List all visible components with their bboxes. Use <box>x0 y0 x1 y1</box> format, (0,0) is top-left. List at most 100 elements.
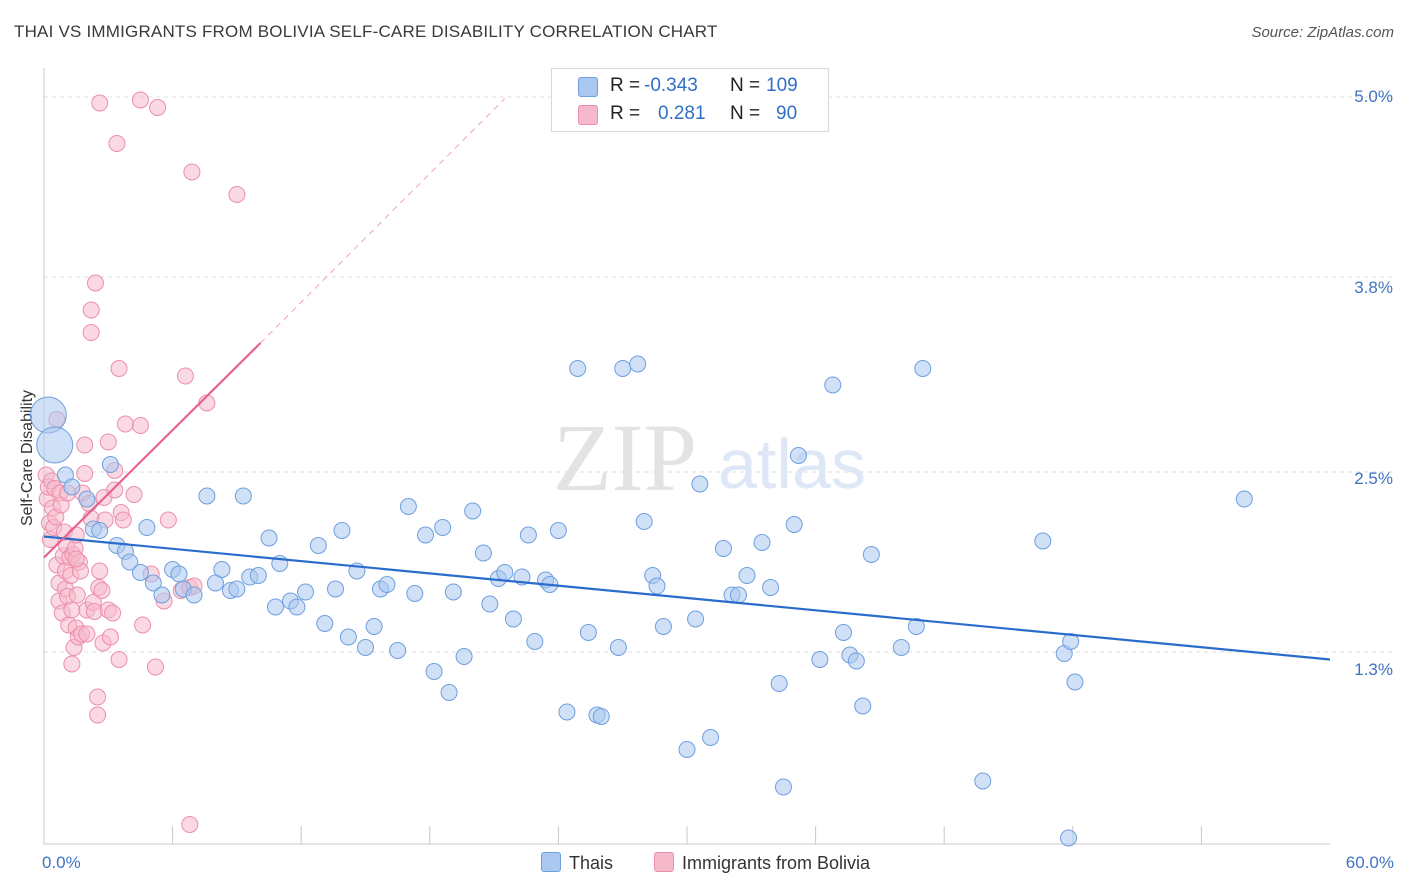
thais-point-75 <box>654 618 672 635</box>
thais-point-64 <box>558 703 576 721</box>
bolivia-point-70 <box>114 511 132 529</box>
bolivia-point-46 <box>82 324 100 341</box>
thais-point-23 <box>228 580 246 598</box>
thais-point-76 <box>678 741 696 758</box>
thais-point-105 <box>1060 829 1078 847</box>
thais-point-88 <box>785 516 803 533</box>
thais-point-37 <box>339 628 357 646</box>
thais-point-39 <box>357 639 374 656</box>
watermark: ZIP atlas <box>553 404 866 511</box>
thais-point-100 <box>974 772 992 790</box>
legend-thais[interactable]: Thais <box>541 852 613 874</box>
thais-n-value: 109 <box>766 75 798 96</box>
legend-thais-label: Thais <box>569 853 614 873</box>
thais-point-84 <box>753 534 771 551</box>
legend-bolivia-label: Immigrants from Bolivia <box>682 853 871 873</box>
y-tick-label-3-8: 3.8% <box>1354 278 1393 297</box>
thais-point-92 <box>834 624 852 641</box>
thais-point-49 <box>440 684 458 701</box>
legend-thais-swatch <box>541 852 561 872</box>
bolivia-point-27 <box>63 601 81 619</box>
thais-point-99 <box>914 360 932 377</box>
thais-point-89 <box>789 447 807 464</box>
thais-point-44 <box>399 498 417 515</box>
stats-row-thais: R = -0.343 N = 109 <box>552 71 828 101</box>
bolivia-point-77 <box>149 99 167 116</box>
thais-point-5 <box>101 456 119 473</box>
thais-point-70 <box>614 360 632 377</box>
bolivia-point-43 <box>78 625 96 643</box>
thais-point-10 <box>121 553 139 571</box>
bolivia-n-value: 90 <box>776 103 798 124</box>
bolivia-point-34 <box>68 586 86 604</box>
thais-point-43 <box>389 642 407 659</box>
thais-r-value: -0.343 <box>644 75 698 96</box>
thais-point-1 <box>36 426 74 464</box>
bolivia-point-72 <box>125 486 143 503</box>
bolivia-point-55 <box>91 562 109 580</box>
thais-point-77 <box>687 610 705 628</box>
thais-point-72 <box>635 513 653 530</box>
x-tick-label-min: 0.0% <box>42 853 81 872</box>
thais-point-31 <box>288 598 306 616</box>
y-tick-label-2-5: 2.5% <box>1354 469 1393 488</box>
thais-point-11 <box>131 564 149 581</box>
thais-point-94 <box>847 652 865 670</box>
bolivia-n-label: N = <box>730 103 761 124</box>
thais-swatch <box>578 77 598 97</box>
thais-points <box>29 355 1253 847</box>
thais-trend-line <box>43 535 1331 661</box>
bolivia-trend-extension <box>260 98 506 344</box>
bolivia-point-78 <box>146 658 164 676</box>
thais-point-50 <box>444 583 462 601</box>
thais-point-74 <box>648 577 666 595</box>
thais-point-68 <box>592 708 610 725</box>
thais-point-32 <box>296 583 314 601</box>
thais-point-21 <box>213 561 231 578</box>
bolivia-point-63 <box>104 604 122 622</box>
thais-point-54 <box>481 595 499 613</box>
bolivia-point-67 <box>110 360 128 377</box>
thais-point-47 <box>425 663 443 680</box>
thais-point-96 <box>862 546 880 563</box>
thais-point-60 <box>526 633 544 650</box>
bolivia-point-41 <box>76 436 94 454</box>
bolivia-point-62 <box>101 628 119 646</box>
bolivia-point-73 <box>134 616 152 634</box>
thais-point-95 <box>854 697 872 715</box>
bolivia-point-54 <box>91 94 109 112</box>
thais-point-91 <box>824 376 842 394</box>
thais-point-63 <box>549 522 567 539</box>
thais-point-51 <box>455 648 473 665</box>
thais-point-57 <box>504 610 522 628</box>
watermark-zip: ZIP <box>553 404 697 511</box>
thais-point-26 <box>249 567 267 584</box>
thais-point-18 <box>185 586 203 604</box>
bolivia-point-80 <box>159 511 177 529</box>
bolivia-point-89 <box>67 550 85 568</box>
trend-lines <box>43 98 1331 661</box>
bolivia-point-88 <box>228 186 246 203</box>
bolivia-point-51 <box>89 688 107 706</box>
thais-point-69 <box>609 639 627 656</box>
legend-bolivia[interactable]: Immigrants from Bolivia <box>654 852 870 874</box>
thais-point-7 <box>91 522 109 539</box>
thais-point-87 <box>774 778 792 796</box>
thais-point-83 <box>738 567 756 584</box>
thais-point-34 <box>316 615 334 632</box>
thais-point-97 <box>892 639 910 656</box>
thais-point-40 <box>365 618 383 635</box>
thais-point-56 <box>496 564 514 581</box>
thais-point-24 <box>234 487 252 505</box>
bolivia-point-71 <box>116 415 134 433</box>
thais-point-103 <box>1062 633 1080 650</box>
legend-bolivia-swatch <box>654 852 674 872</box>
thais-point-80 <box>714 540 732 557</box>
thais-point-65 <box>569 360 587 377</box>
bolivia-point-68 <box>110 651 128 668</box>
y-tick-label-1-3: 1.3% <box>1354 660 1393 679</box>
thais-point-45 <box>406 585 424 602</box>
thais-point-42 <box>378 576 396 593</box>
thais-point-59 <box>519 526 537 544</box>
